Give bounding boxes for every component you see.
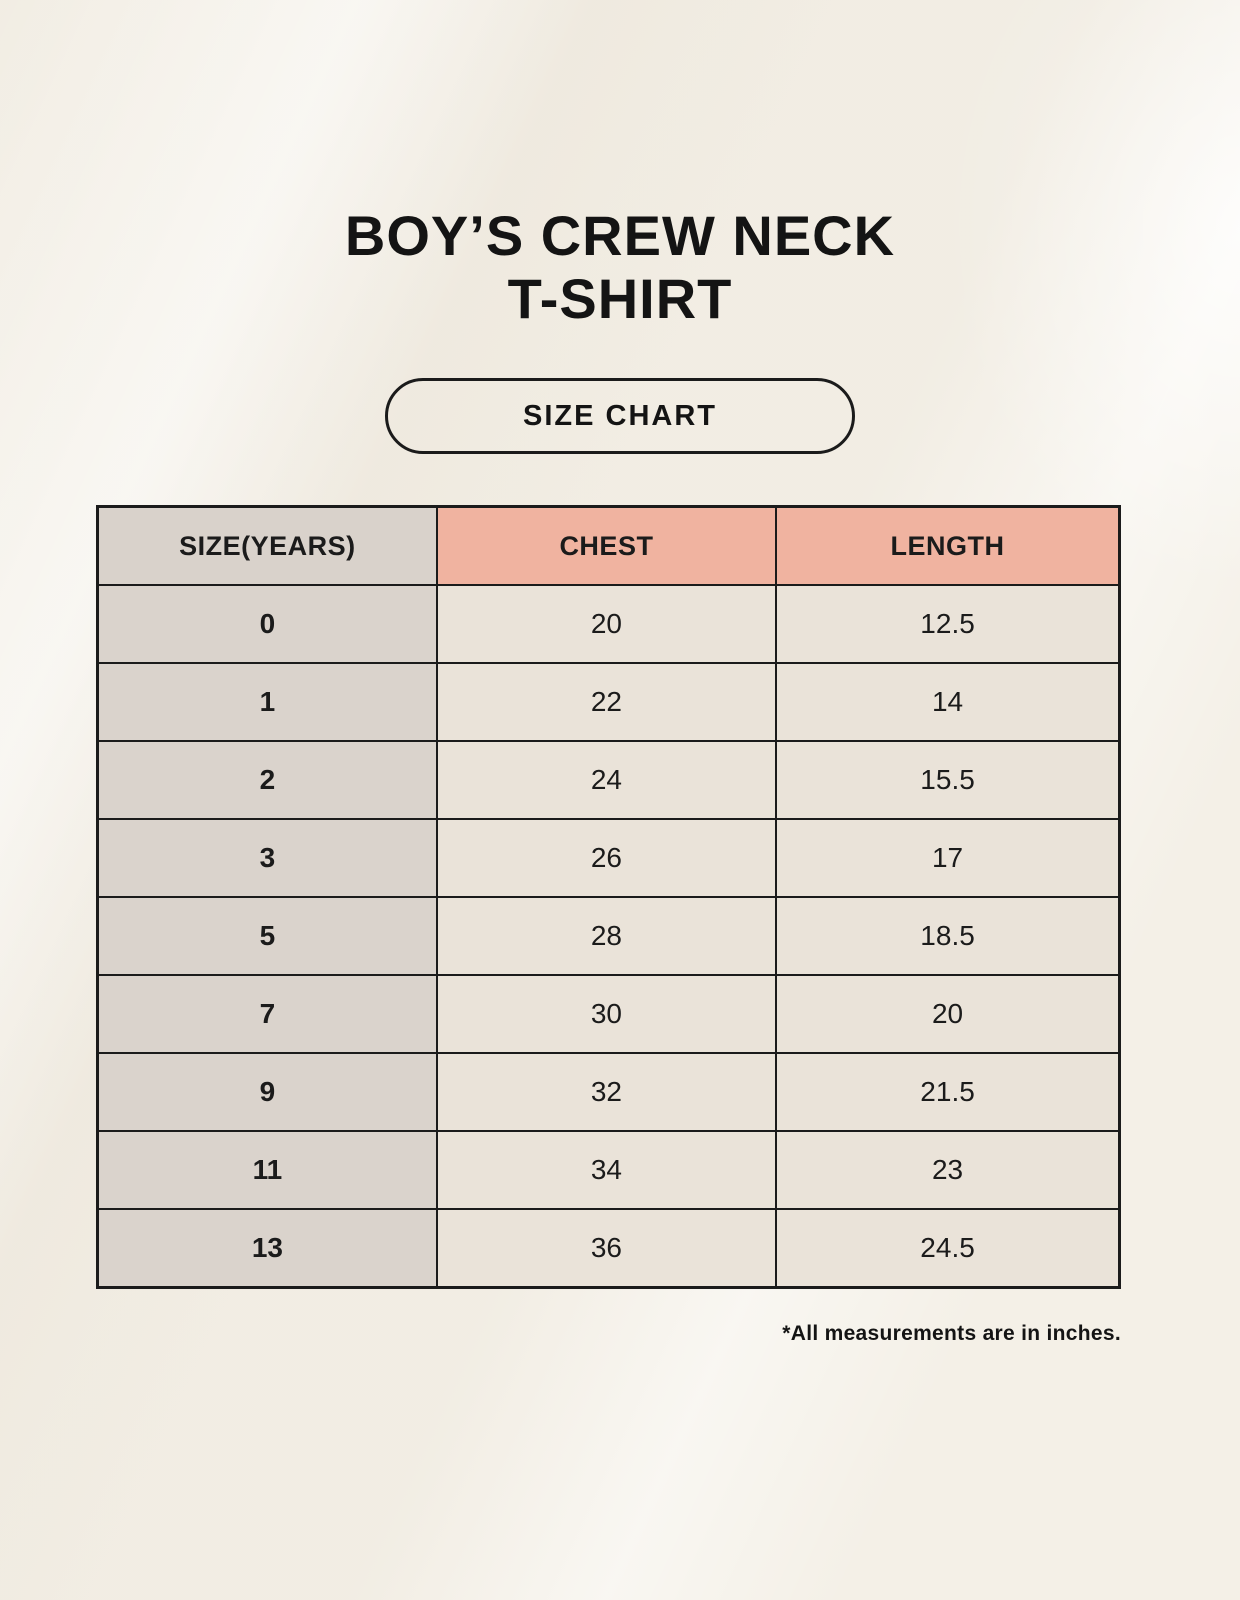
table-row: 3 26 17 <box>96 818 1121 898</box>
column-header-chest: CHEST <box>435 505 778 586</box>
cell-length: 15.5 <box>775 740 1121 820</box>
table-row: 9 32 21.5 <box>96 1052 1121 1132</box>
cell-length: 12.5 <box>775 584 1121 664</box>
cell-chest: 28 <box>435 896 778 976</box>
page-title-line2: T-SHIRT <box>507 266 733 330</box>
cell-size: 9 <box>96 1052 438 1132</box>
page-title: BOY’S CREW NECK T-SHIRT <box>0 204 1240 330</box>
table-row: 2 24 15.5 <box>96 740 1121 820</box>
column-header-size: SIZE(YEARS) <box>96 505 438 586</box>
table-row: 11 34 23 <box>96 1130 1121 1210</box>
cell-chest: 36 <box>435 1208 778 1289</box>
size-chart-table: SIZE(YEARS) CHEST LENGTH 0 20 12.5 1 22 … <box>96 505 1121 1289</box>
cell-length: 23 <box>775 1130 1121 1210</box>
table-row: 5 28 18.5 <box>96 896 1121 976</box>
cell-chest: 24 <box>435 740 778 820</box>
cell-size: 5 <box>96 896 438 976</box>
cell-length: 17 <box>775 818 1121 898</box>
size-chart-badge-label: SIZE CHART <box>523 399 717 432</box>
cell-size: 11 <box>96 1130 438 1210</box>
cell-size: 13 <box>96 1208 438 1289</box>
cell-length: 14 <box>775 662 1121 742</box>
size-chart-badge: SIZE CHART <box>385 378 855 454</box>
cell-chest: 30 <box>435 974 778 1054</box>
column-header-length: LENGTH <box>775 505 1121 586</box>
page-title-line1: BOY’S CREW NECK <box>344 204 896 267</box>
cell-chest: 22 <box>435 662 778 742</box>
table-header-row: SIZE(YEARS) CHEST LENGTH <box>96 505 1121 586</box>
cell-size: 1 <box>96 662 438 742</box>
cell-length: 20 <box>775 974 1121 1054</box>
table-row: 0 20 12.5 <box>96 584 1121 664</box>
cell-chest: 20 <box>435 584 778 664</box>
cell-size: 0 <box>96 584 438 664</box>
cell-length: 18.5 <box>775 896 1121 976</box>
cell-size: 7 <box>96 974 438 1054</box>
cell-size: 2 <box>96 740 438 820</box>
measurements-footnote: *All measurements are in inches. <box>782 1322 1121 1345</box>
cell-size: 3 <box>96 818 438 898</box>
cell-chest: 26 <box>435 818 778 898</box>
table-row: 7 30 20 <box>96 974 1121 1054</box>
cell-length: 21.5 <box>775 1052 1121 1132</box>
table-row: 13 36 24.5 <box>96 1208 1121 1289</box>
cell-chest: 34 <box>435 1130 778 1210</box>
cell-chest: 32 <box>435 1052 778 1132</box>
table-row: 1 22 14 <box>96 662 1121 742</box>
cell-length: 24.5 <box>775 1208 1121 1289</box>
